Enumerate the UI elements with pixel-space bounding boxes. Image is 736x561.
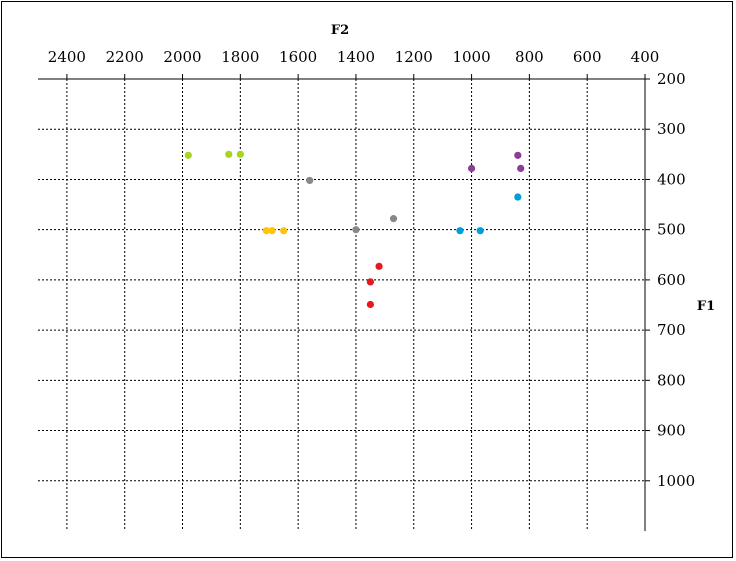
data-point-series-4 [375, 262, 383, 270]
y-tick-label: 400 [657, 170, 686, 188]
grid-lines [38, 79, 645, 531]
x-tick-label: 1800 [221, 48, 259, 66]
data-point-series-3 [352, 226, 360, 234]
y-axis-title: F1 [697, 299, 715, 314]
data-points [184, 150, 525, 309]
y-tick-label: 200 [657, 70, 686, 88]
data-point-series-2 [280, 227, 288, 235]
x-tick-label: 600 [573, 48, 602, 66]
y-tick-label: 1000 [657, 472, 695, 490]
x-tick-label: 400 [631, 48, 660, 66]
y-tick-label: 500 [657, 221, 686, 239]
y-tick-label: 800 [657, 371, 686, 389]
x-tick-label: 2200 [106, 48, 144, 66]
data-point-series-5 [514, 193, 522, 201]
x-tick-label: 2000 [163, 48, 201, 66]
data-point-series-6 [517, 164, 525, 172]
data-point-series-6 [514, 151, 522, 159]
x-tick-label: 2400 [48, 48, 86, 66]
data-point-series-1 [236, 150, 244, 158]
data-point-series-5 [476, 227, 484, 235]
data-point-series-4 [366, 278, 375, 286]
y-tick-labels: 200 300 400 500 600 700 800 900 1000 [657, 70, 695, 490]
data-point-series-2 [268, 227, 276, 235]
x-tick-label: 800 [515, 48, 544, 66]
x-tick-label: 1200 [395, 48, 433, 66]
y-tick-label: 900 [657, 422, 686, 440]
data-point-series-1 [225, 150, 233, 158]
data-point-series-4 [366, 300, 375, 309]
y-tick-label: 300 [657, 120, 686, 138]
data-point-series-5 [456, 227, 464, 235]
x-tick-labels: 2400 2200 2000 1800 1600 1400 1200 1000 800 600 40… [48, 48, 660, 66]
x-tick-label: 1600 [279, 48, 317, 66]
x-tick-label: 1400 [337, 48, 375, 66]
data-point-series-2 [262, 227, 270, 235]
axes [38, 74, 650, 531]
data-point-series-6 [467, 164, 476, 172]
data-point-series-3 [306, 176, 314, 185]
y-tick-label: 700 [657, 321, 686, 339]
data-point-series-3 [389, 215, 398, 223]
y-tick-label: 600 [657, 271, 686, 289]
x-axis-title: F2 [331, 23, 349, 38]
data-point-series-1 [184, 151, 192, 159]
x-tick-label: 1000 [452, 48, 490, 66]
